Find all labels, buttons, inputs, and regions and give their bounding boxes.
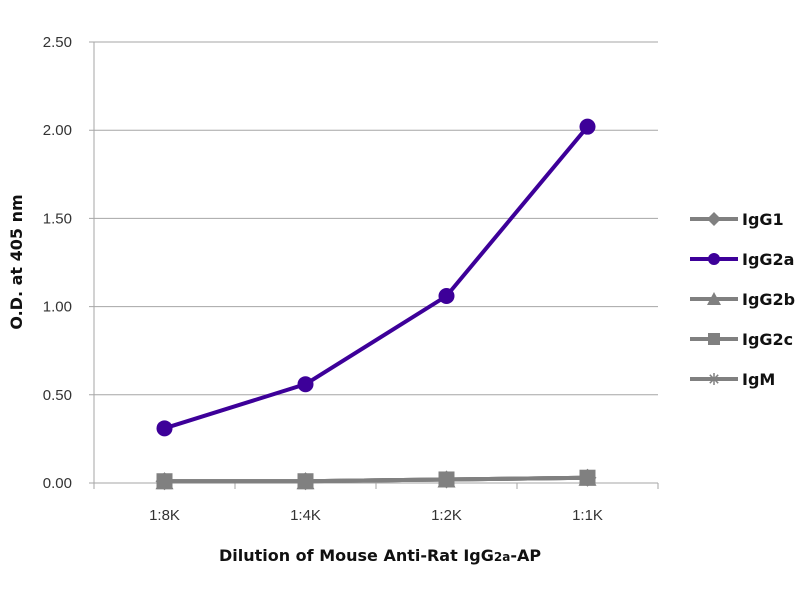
asterisk-stroke xyxy=(158,475,171,488)
asterisk-stroke xyxy=(440,473,453,486)
marker-asterisk xyxy=(438,471,455,488)
legend-item-IgG1: IgG1 xyxy=(690,210,784,229)
series-line-IgG2a xyxy=(163,125,590,431)
x-axis-label-subscript: 2a xyxy=(494,550,510,564)
y-tick-label: 1.00 xyxy=(43,299,72,316)
asterisk-stroke xyxy=(299,475,312,488)
marker-diamond xyxy=(707,212,721,226)
x-tick-label: 1:4K xyxy=(290,507,321,524)
marker-square xyxy=(708,333,720,345)
y-tick-label: 1.50 xyxy=(43,210,72,227)
y-tick-label: 2.00 xyxy=(43,122,72,139)
y-axis-label: O.D. at 405 nm xyxy=(7,194,26,329)
x-tick-label: 1:1K xyxy=(572,507,603,524)
legend-label: IgG1 xyxy=(742,210,784,229)
asterisk-stroke xyxy=(709,374,719,384)
y-tick-label: 2.50 xyxy=(43,34,72,51)
legend-item-IgG2a: IgG2a xyxy=(690,250,794,269)
marker-asterisk xyxy=(156,473,173,490)
legend-label: IgG2c xyxy=(742,330,793,349)
legend-item-IgM: IgM xyxy=(690,370,775,389)
legend-label: IgM xyxy=(742,370,775,389)
asterisk-stroke xyxy=(581,471,594,484)
x-axis-label: Dilution of Mouse Anti-Rat IgG2a-AP xyxy=(219,546,541,565)
y-tick-label: 0.50 xyxy=(43,387,72,404)
marker-circle xyxy=(438,288,455,305)
marker-asterisk xyxy=(708,373,720,385)
marker-circle xyxy=(579,118,596,135)
y-tick-label: 0.00 xyxy=(43,475,72,492)
marker-circle xyxy=(708,253,720,265)
marker-circle xyxy=(156,420,173,437)
marker-circle xyxy=(297,376,314,393)
marker-triangle xyxy=(707,292,721,305)
legend-label: IgG2b xyxy=(742,290,795,309)
marker-asterisk xyxy=(579,469,596,486)
series-line-IgM xyxy=(164,475,588,484)
legend-item-IgG2b: IgG2b xyxy=(690,290,795,309)
x-tick-label: 1:8K xyxy=(149,507,180,524)
legend-item-IgG2c: IgG2c xyxy=(690,330,793,349)
x-tick-label: 1:2K xyxy=(431,507,462,524)
marker-asterisk xyxy=(297,473,314,490)
legend-label: IgG2a xyxy=(742,250,794,269)
